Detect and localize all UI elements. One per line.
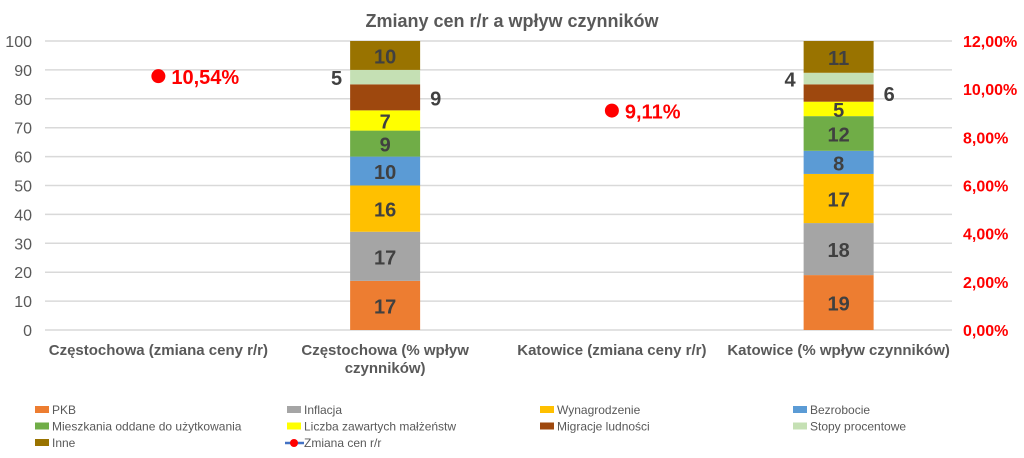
bar-segment: [803, 84, 874, 102]
line-point: [151, 69, 166, 84]
chart-title: Zmiany cen r/r a wpływ czynników: [365, 11, 659, 31]
data-label: 5: [331, 68, 342, 90]
legend-label: Inflacja: [304, 403, 342, 417]
legend-label: Inne: [52, 436, 76, 450]
legend-label: Stopy procentowe: [810, 420, 906, 434]
legend-swatch: [35, 439, 49, 446]
legend-swatch: [540, 422, 554, 430]
line-data-label: 10,54%: [171, 67, 239, 89]
y-tick-label: 10: [14, 294, 32, 311]
legend-swatch: [287, 422, 301, 430]
data-label: 19: [828, 294, 850, 316]
bar-segment: [350, 231, 421, 281]
data-label: 10: [374, 162, 396, 184]
legend-swatch: [287, 406, 301, 413]
legend-label: Migracje ludności: [557, 420, 650, 434]
y-tick-label: 90: [14, 63, 32, 80]
legend-label: Zmiana cen r/r: [304, 436, 381, 450]
y-tick-label: 80: [14, 92, 32, 109]
y2-tick-label: 4,00%: [963, 227, 1008, 244]
bar-segment: [350, 69, 421, 85]
legend-swatch: [35, 422, 49, 430]
line-point: [604, 103, 619, 118]
y-tick-label: 70: [14, 121, 32, 138]
bar-segment: [350, 185, 421, 232]
data-label: 7: [380, 111, 391, 133]
y2-tick-label: 6,00%: [963, 179, 1008, 196]
bar-segment: [350, 156, 421, 186]
y-tick-label: 30: [14, 236, 32, 253]
legend-label: Mieszkania oddane do użytkowania: [52, 420, 242, 434]
bar-segment: [350, 41, 421, 70]
bar-segment: [803, 116, 874, 151]
bar-segment: [803, 173, 874, 224]
legend-swatch: [793, 406, 807, 413]
legend-swatch: [540, 406, 554, 413]
bar-segment: [350, 280, 421, 330]
bar-segment: [803, 101, 874, 117]
data-label: 6: [884, 84, 895, 106]
data-label: 4: [785, 70, 797, 92]
data-label: 9: [430, 88, 441, 110]
data-label: 18: [828, 240, 850, 262]
data-label: 17: [374, 247, 396, 269]
data-label: 11: [828, 48, 849, 70]
legend-swatch: [793, 422, 807, 430]
legend-label: PKB: [52, 403, 76, 417]
y-tick-label: 50: [14, 179, 32, 196]
x-tick-label: Katowice (% wpływ czynników): [727, 342, 950, 359]
data-label: 5: [833, 100, 844, 122]
bar-segment: [803, 223, 874, 276]
legend-label: Wynagrodzenie: [557, 403, 641, 417]
data-label: 10: [374, 46, 396, 68]
data-label: 9: [380, 135, 391, 157]
y-tick-label: 40: [14, 207, 32, 224]
y2-tick-label: 0,00%: [963, 323, 1008, 340]
x-tick-label: Częstochowa (% wpływ: [301, 342, 469, 359]
x-tick-label: Częstochowa (zmiana ceny r/r): [49, 342, 268, 359]
y2-tick-label: 8,00%: [963, 130, 1008, 147]
bar-segment: [350, 130, 421, 157]
data-label: 8: [833, 153, 844, 175]
data-label: 17: [374, 296, 396, 318]
y2-tick-label: 10,00%: [963, 82, 1017, 99]
legend-swatch: [35, 406, 49, 413]
y-tick-label: 100: [5, 34, 32, 51]
y-tick-label: 60: [14, 150, 32, 167]
data-label: 17: [828, 190, 850, 212]
x-tick-label: czynników): [345, 360, 426, 377]
legend-label: Bezrobocie: [810, 403, 870, 417]
y-tick-label: 0: [23, 323, 32, 340]
bar-segment: [350, 84, 421, 111]
x-tick-label: Katowice (zmiana ceny r/r): [517, 342, 706, 359]
y2-tick-label: 12,00%: [963, 34, 1017, 51]
bar-segment: [803, 41, 874, 73]
data-label: 12: [828, 124, 850, 146]
legend-marker: [290, 439, 298, 447]
legend-label: Liczba zawartych małżeństw: [304, 420, 456, 434]
y-tick-label: 20: [14, 265, 32, 282]
data-label: 16: [374, 200, 396, 222]
y2-tick-label: 2,00%: [963, 275, 1008, 292]
bar-segment: [350, 110, 421, 131]
bar-segment: [803, 275, 874, 330]
bar-segment: [803, 150, 874, 174]
bar-segment: [803, 72, 874, 85]
line-data-label: 9,11%: [625, 102, 681, 124]
